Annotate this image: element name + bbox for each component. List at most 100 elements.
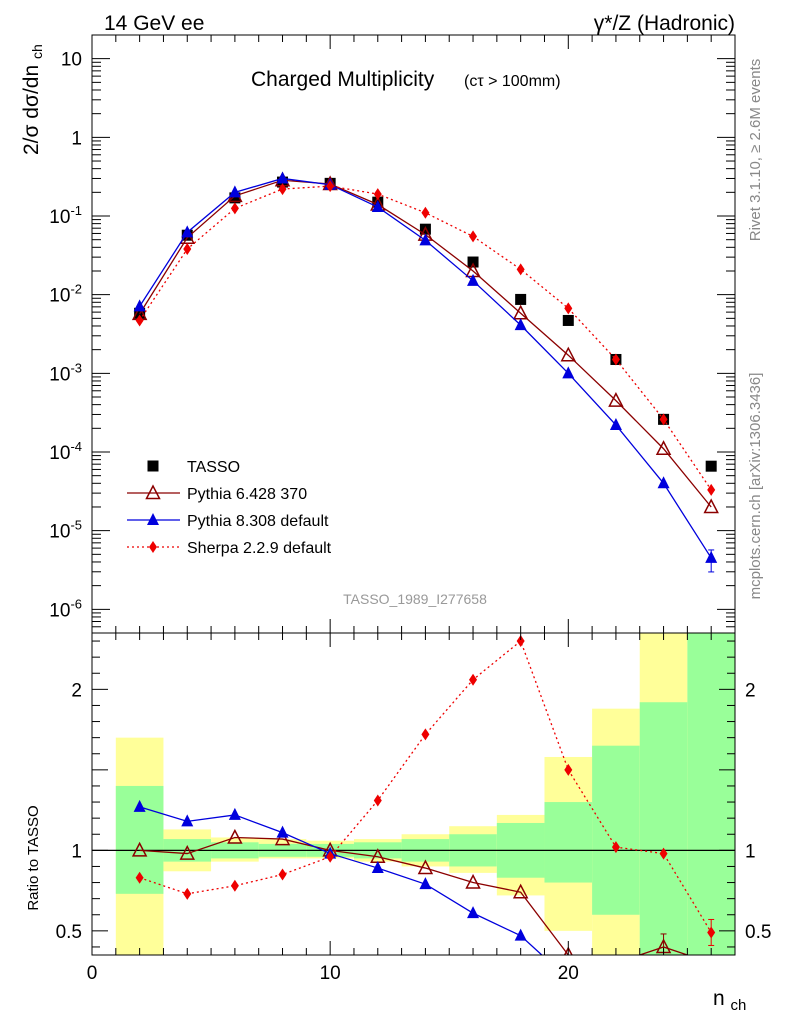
y-tick-label: 10-3: [49, 360, 82, 385]
ratio-data-point: [563, 946, 573, 955]
legend-entry: Pythia 8.308 default: [127, 513, 329, 530]
uncertainty-band-inner: [639, 702, 688, 955]
y-tick-label: 10: [61, 50, 82, 71]
ratio-data-point: [181, 814, 194, 827]
uncertainty-band-inner: [592, 745, 640, 915]
data-point: [515, 293, 527, 305]
data-point: [657, 476, 670, 489]
data-point: [705, 460, 717, 472]
legend-marker: [147, 460, 159, 472]
ratio-data-point: [133, 799, 146, 812]
x-tick-label: 0: [87, 963, 98, 984]
x-tick-label: 20: [558, 963, 579, 984]
y-label-subscript: ch: [29, 44, 45, 59]
data-point: [659, 413, 668, 426]
rivet-version-label: Rivet 3.1.10, ≥ 2.6M events: [747, 59, 764, 242]
ratio-y-tick-label: 2: [71, 680, 82, 701]
legend-label: Sherpa 2.2.9 default: [187, 540, 332, 557]
data-point: [183, 243, 192, 256]
legend-label: Pythia 8.308 default: [187, 513, 329, 530]
mcplots-label: mcplots.cern.ch [arXiv:1306.3436]: [747, 373, 764, 600]
ratio-data-point: [512, 883, 529, 899]
chart-title: Charged Multiplicity: [251, 68, 435, 91]
legend-marker: [149, 541, 157, 553]
data-point: [514, 318, 527, 331]
data-point: [703, 498, 719, 514]
data-point: [560, 346, 577, 362]
ratio-data-point: [516, 635, 525, 648]
y-tick-label: 10-4: [49, 439, 82, 464]
ratio-data-point: [227, 828, 243, 844]
data-point: [371, 200, 384, 213]
legend-entry: TASSO: [147, 459, 240, 476]
ratio-data-point: [228, 807, 241, 820]
watermark-label: TASSO_1989_I277658: [343, 591, 487, 607]
data-point: [562, 314, 574, 326]
y-tick-label: 10-2: [49, 282, 82, 307]
y-tick-label: 1: [71, 128, 82, 149]
ratio-data-point: [564, 763, 573, 776]
data-point: [181, 225, 194, 238]
ratio-data-point: [179, 844, 195, 860]
y-tick-label: 10-6: [49, 596, 82, 621]
chart-subtitle: (cτ > 100mm): [464, 73, 561, 90]
legend-label: TASSO: [187, 459, 240, 476]
data-point: [467, 256, 479, 268]
y-tick-label: 10-1: [49, 203, 82, 228]
ratio-data-point: [276, 825, 289, 838]
ratio-data-point: [514, 928, 527, 941]
data-point: [419, 233, 432, 246]
ratio-data-point: [659, 847, 668, 860]
ratio-plot-frame: [91, 632, 736, 956]
ratio-y-tick-label: 1: [71, 841, 82, 862]
uncertainty-band-inner: [687, 633, 735, 955]
ratio-data-point: [274, 830, 291, 846]
ratio-data-point: [371, 861, 384, 874]
ratio-data-point: [611, 841, 620, 854]
legend-marker: [145, 484, 161, 500]
ratio-data-point: [183, 887, 192, 900]
data-point: [562, 366, 575, 379]
ratio-data-point: [419, 877, 432, 890]
ratio-data-point: [135, 871, 144, 884]
data-point: [421, 206, 430, 219]
y-tick-label: 10-5: [49, 518, 82, 543]
uncertainty-band-inner: [544, 802, 593, 883]
legend-entry: Sherpa 2.2.9 default: [127, 540, 332, 557]
x-label-subscript: ch: [731, 997, 747, 1014]
data-point: [564, 302, 573, 315]
ratio-y-tick-label: 0.5: [56, 922, 82, 943]
x-axis-label-text: n: [713, 987, 725, 1010]
data-point: [135, 314, 144, 327]
data-point: [608, 391, 624, 407]
data-point: [133, 299, 146, 312]
main-plot-panel: 10 1 10-1 10-2 10-3 10-4 10-5 10-6: [49, 34, 736, 634]
data-point: [229, 192, 241, 204]
data-point: [276, 171, 289, 184]
data-point: [707, 483, 716, 496]
ratio-data-point: [469, 673, 478, 686]
x-axis-label: n ch: [713, 987, 746, 1014]
data-point: [228, 185, 241, 198]
ratio-data-point: [467, 906, 480, 919]
ratio-data-point: [326, 850, 335, 863]
ratio-data-point: [610, 980, 622, 992]
ratio-data-point: [230, 879, 239, 892]
ratio-y-tick-label-right: 2: [745, 680, 756, 701]
ratio-y-tick-label-right: 0.5: [745, 922, 771, 943]
legend-label: Pythia 6.428 370: [187, 486, 307, 503]
ratio-data-point: [131, 841, 148, 857]
data-point: [373, 188, 382, 201]
main-y-axis-label: 2/σ dσ/dn ch: [20, 44, 45, 155]
header-left-label: 14 GeV ee: [104, 12, 204, 35]
ratio-data-point: [421, 728, 430, 741]
data-point: [516, 263, 525, 276]
ratio-data-point: [658, 980, 670, 992]
data-point: [609, 418, 622, 431]
legend-marker: [147, 513, 159, 525]
ratio-y-axis-label: Ratio to TASSO: [25, 805, 42, 910]
data-point: [326, 180, 335, 193]
main-y-axis-label-text: 2/σ dσ/dn: [20, 65, 43, 155]
data-point: [469, 230, 478, 243]
